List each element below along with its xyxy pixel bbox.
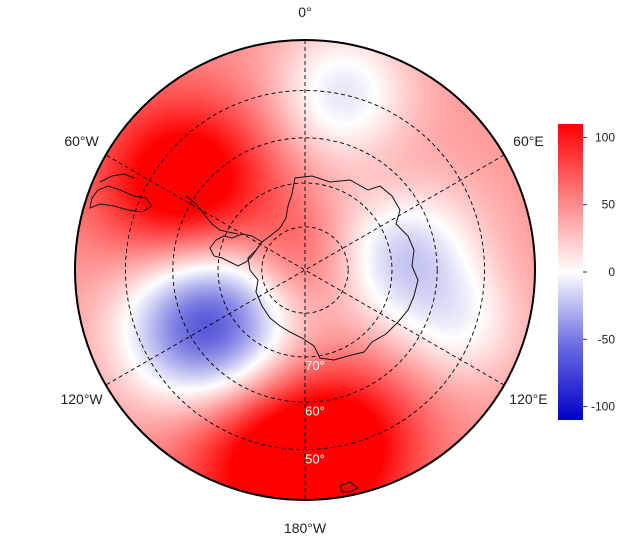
anomaly-field: [75, 40, 535, 500]
colorbar-ticks: 100 50 0 -50 -100: [583, 130, 616, 414]
longitude-label: 60°E: [513, 133, 544, 149]
colorbar-tick-label: -100: [591, 400, 615, 414]
colorbar-tick-label: 0: [608, 265, 615, 279]
longitude-label: 0°: [298, 4, 311, 20]
longitude-label: 60°W: [64, 133, 99, 149]
latitude-circle: [261, 226, 349, 314]
antarctica-coastline: [89, 173, 419, 493]
colorbar-gradient: [558, 124, 583, 420]
latitude-label: 70°: [305, 358, 325, 373]
longitude-label: 180°W: [284, 520, 327, 536]
graticule: [105, 40, 505, 500]
colorbar-tick-label: 50: [602, 198, 616, 212]
longitude-label: 120°E: [509, 391, 547, 407]
longitude-labels: 0° 60°E 120°E 180°W 120°W 60°W: [60, 4, 547, 536]
map-disc: [74, 39, 536, 501]
latitude-circle: [172, 137, 438, 403]
latitude-label: 60°: [305, 403, 325, 418]
latitude-label: 50°: [305, 451, 325, 466]
latitude-labels: 70° 60° 50°: [305, 358, 325, 466]
colorbar-tick-label: -50: [598, 332, 616, 346]
longitude-label: 120°W: [60, 391, 103, 407]
colorbar: 100 50 0 -50 -100: [558, 124, 615, 420]
colorbar-tick-label: 100: [595, 130, 615, 144]
map-border: [74, 39, 536, 501]
